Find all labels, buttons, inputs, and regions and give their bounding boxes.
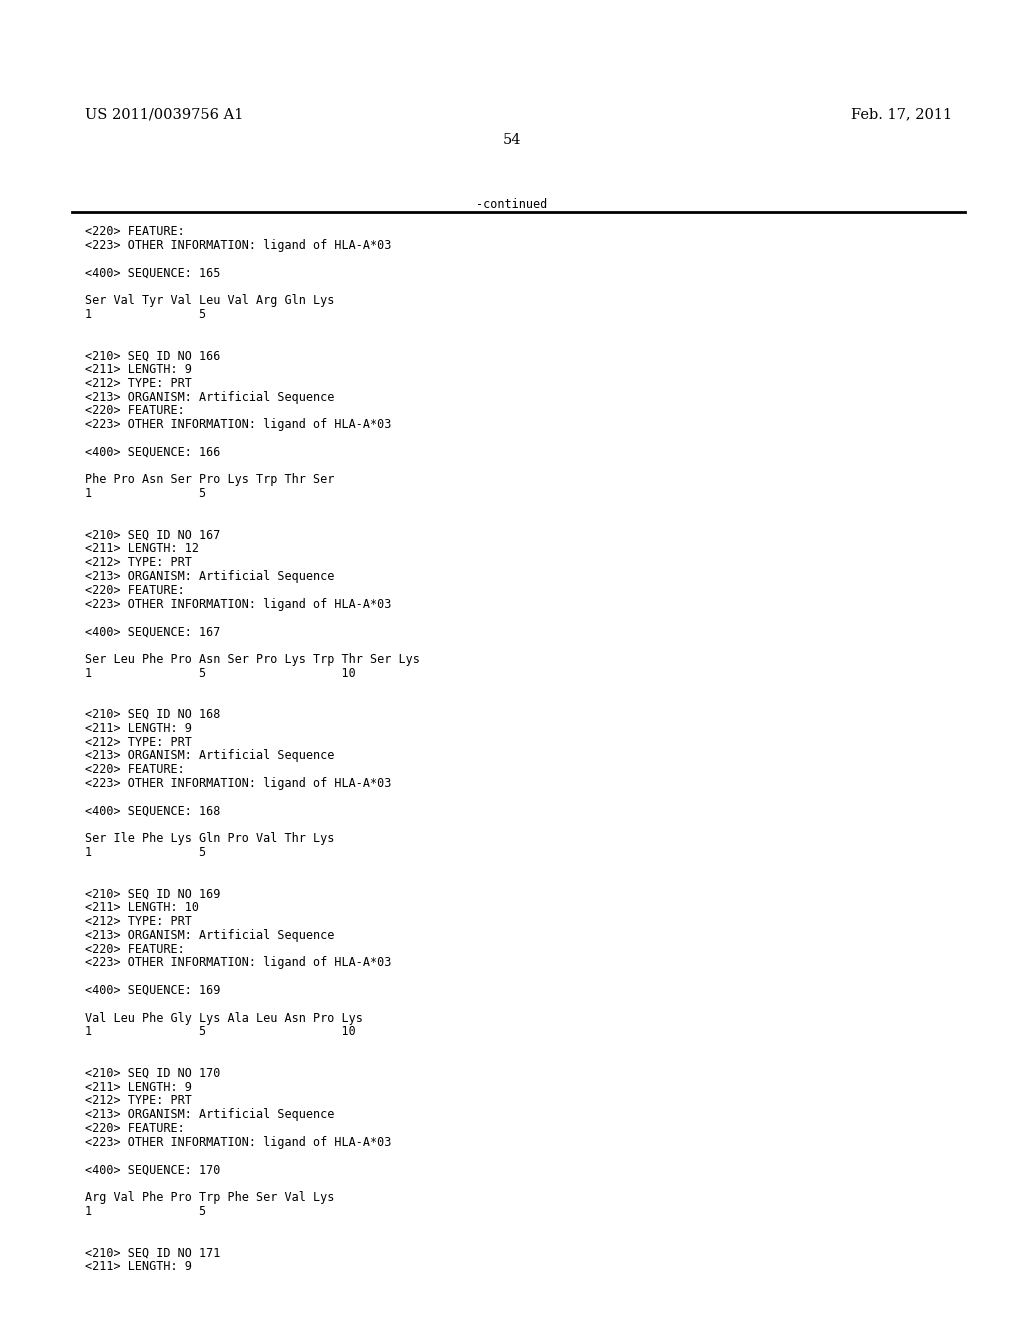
Text: <400> SEQUENCE: 170: <400> SEQUENCE: 170 [85, 1163, 220, 1176]
Text: <211> LENGTH: 9: <211> LENGTH: 9 [85, 363, 191, 376]
Text: <211> LENGTH: 9: <211> LENGTH: 9 [85, 1261, 191, 1272]
Text: <210> SEQ ID NO 167: <210> SEQ ID NO 167 [85, 528, 220, 541]
Text: <210> SEQ ID NO 171: <210> SEQ ID NO 171 [85, 1246, 220, 1259]
Text: <212> TYPE: PRT: <212> TYPE: PRT [85, 735, 191, 748]
Text: 1               5: 1 5 [85, 846, 206, 859]
Text: <213> ORGANISM: Artificial Sequence: <213> ORGANISM: Artificial Sequence [85, 570, 335, 583]
Text: <223> OTHER INFORMATION: ligand of HLA-A*03: <223> OTHER INFORMATION: ligand of HLA-A… [85, 1135, 391, 1148]
Text: <211> LENGTH: 9: <211> LENGTH: 9 [85, 722, 191, 735]
Text: <220> FEATURE:: <220> FEATURE: [85, 1122, 184, 1135]
Text: <212> TYPE: PRT: <212> TYPE: PRT [85, 1094, 191, 1107]
Text: Ser Leu Phe Pro Asn Ser Pro Lys Trp Thr Ser Lys: Ser Leu Phe Pro Asn Ser Pro Lys Trp Thr … [85, 653, 420, 665]
Text: Val Leu Phe Gly Lys Ala Leu Asn Pro Lys: Val Leu Phe Gly Lys Ala Leu Asn Pro Lys [85, 1011, 362, 1024]
Text: Feb. 17, 2011: Feb. 17, 2011 [851, 107, 952, 121]
Text: <213> ORGANISM: Artificial Sequence: <213> ORGANISM: Artificial Sequence [85, 1109, 335, 1121]
Text: 1               5: 1 5 [85, 308, 206, 321]
Text: <223> OTHER INFORMATION: ligand of HLA-A*03: <223> OTHER INFORMATION: ligand of HLA-A… [85, 598, 391, 611]
Text: <400> SEQUENCE: 168: <400> SEQUENCE: 168 [85, 805, 220, 817]
Text: <220> FEATURE:: <220> FEATURE: [85, 404, 184, 417]
Text: 1               5                   10: 1 5 10 [85, 667, 355, 680]
Text: <211> LENGTH: 10: <211> LENGTH: 10 [85, 902, 199, 915]
Text: <213> ORGANISM: Artificial Sequence: <213> ORGANISM: Artificial Sequence [85, 391, 335, 404]
Text: <210> SEQ ID NO 169: <210> SEQ ID NO 169 [85, 887, 220, 900]
Text: Ser Ile Phe Lys Gln Pro Val Thr Lys: Ser Ile Phe Lys Gln Pro Val Thr Lys [85, 832, 335, 845]
Text: Arg Val Phe Pro Trp Phe Ser Val Lys: Arg Val Phe Pro Trp Phe Ser Val Lys [85, 1191, 335, 1204]
Text: <220> FEATURE:: <220> FEATURE: [85, 763, 184, 776]
Text: <400> SEQUENCE: 169: <400> SEQUENCE: 169 [85, 983, 220, 997]
Text: <400> SEQUENCE: 166: <400> SEQUENCE: 166 [85, 446, 220, 459]
Text: <223> OTHER INFORMATION: ligand of HLA-A*03: <223> OTHER INFORMATION: ligand of HLA-A… [85, 957, 391, 969]
Text: <210> SEQ ID NO 166: <210> SEQ ID NO 166 [85, 350, 220, 362]
Text: <223> OTHER INFORMATION: ligand of HLA-A*03: <223> OTHER INFORMATION: ligand of HLA-A… [85, 418, 391, 432]
Text: <210> SEQ ID NO 170: <210> SEQ ID NO 170 [85, 1067, 220, 1080]
Text: <212> TYPE: PRT: <212> TYPE: PRT [85, 376, 191, 389]
Text: <220> FEATURE:: <220> FEATURE: [85, 583, 184, 597]
Text: <220> FEATURE:: <220> FEATURE: [85, 224, 184, 238]
Text: <211> LENGTH: 9: <211> LENGTH: 9 [85, 1081, 191, 1093]
Text: 1               5                   10: 1 5 10 [85, 1026, 355, 1039]
Text: Phe Pro Asn Ser Pro Lys Trp Thr Ser: Phe Pro Asn Ser Pro Lys Trp Thr Ser [85, 474, 335, 486]
Text: <400> SEQUENCE: 167: <400> SEQUENCE: 167 [85, 626, 220, 638]
Text: <223> OTHER INFORMATION: ligand of HLA-A*03: <223> OTHER INFORMATION: ligand of HLA-A… [85, 239, 391, 252]
Text: <212> TYPE: PRT: <212> TYPE: PRT [85, 915, 191, 928]
Text: <211> LENGTH: 12: <211> LENGTH: 12 [85, 543, 199, 556]
Text: 54: 54 [503, 133, 521, 147]
Text: <220> FEATURE:: <220> FEATURE: [85, 942, 184, 956]
Text: 1               5: 1 5 [85, 1205, 206, 1218]
Text: <213> ORGANISM: Artificial Sequence: <213> ORGANISM: Artificial Sequence [85, 750, 335, 763]
Text: <213> ORGANISM: Artificial Sequence: <213> ORGANISM: Artificial Sequence [85, 929, 335, 941]
Text: -continued: -continued [476, 198, 548, 211]
Text: Ser Val Tyr Val Leu Val Arg Gln Lys: Ser Val Tyr Val Leu Val Arg Gln Lys [85, 294, 335, 308]
Text: <210> SEQ ID NO 168: <210> SEQ ID NO 168 [85, 708, 220, 721]
Text: <223> OTHER INFORMATION: ligand of HLA-A*03: <223> OTHER INFORMATION: ligand of HLA-A… [85, 777, 391, 789]
Text: <400> SEQUENCE: 165: <400> SEQUENCE: 165 [85, 267, 220, 280]
Text: 1               5: 1 5 [85, 487, 206, 500]
Text: <212> TYPE: PRT: <212> TYPE: PRT [85, 556, 191, 569]
Text: US 2011/0039756 A1: US 2011/0039756 A1 [85, 107, 244, 121]
